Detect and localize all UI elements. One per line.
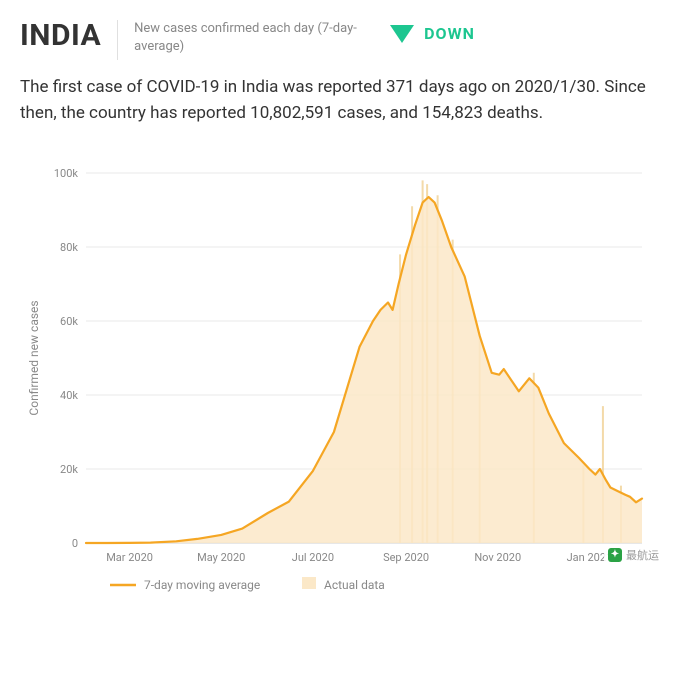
svg-text:Jul 2020: Jul 2020 <box>292 551 334 564</box>
svg-text:100k: 100k <box>54 167 79 180</box>
svg-text:Mar 2020: Mar 2020 <box>106 551 153 564</box>
country-title: INDIA <box>20 18 101 53</box>
svg-text:Sep 2020: Sep 2020 <box>383 551 429 564</box>
trend-label: DOWN <box>424 24 475 43</box>
chart-subtitle: New cases confirmed each day (7-day-aver… <box>134 18 374 55</box>
svg-text:40k: 40k <box>60 389 78 402</box>
svg-text:0: 0 <box>72 537 78 550</box>
watermark: ✦ 最航运 <box>604 545 663 565</box>
summary-text: The first case of COVID-19 in India was … <box>20 74 669 127</box>
header-row: INDIA New cases confirmed each day (7-da… <box>20 18 669 60</box>
svg-text:May 2020: May 2020 <box>197 551 245 564</box>
watermark-label: 最航运 <box>626 547 659 563</box>
svg-text:20k: 20k <box>60 463 78 476</box>
svg-text:Confirmed new cases: Confirmed new cases <box>27 300 41 415</box>
cases-chart: 0 20k 40k 60k 80k 100k Confirmed new cases Mar … <box>20 163 660 603</box>
svg-text:7-day moving average: 7-day moving average <box>144 578 260 592</box>
svg-text:60k: 60k <box>60 315 78 328</box>
wechat-icon: ✦ <box>608 548 622 562</box>
svg-text:Nov 2020: Nov 2020 <box>474 551 521 564</box>
svg-text:80k: 80k <box>60 241 78 254</box>
trend-down-icon <box>390 25 414 43</box>
chart-container: 0 20k 40k 60k 80k 100k Confirmed new cases Mar … <box>20 163 669 607</box>
header-divider <box>117 20 118 60</box>
svg-text:Actual data: Actual data <box>324 578 385 592</box>
trend-indicator: DOWN <box>390 18 475 43</box>
